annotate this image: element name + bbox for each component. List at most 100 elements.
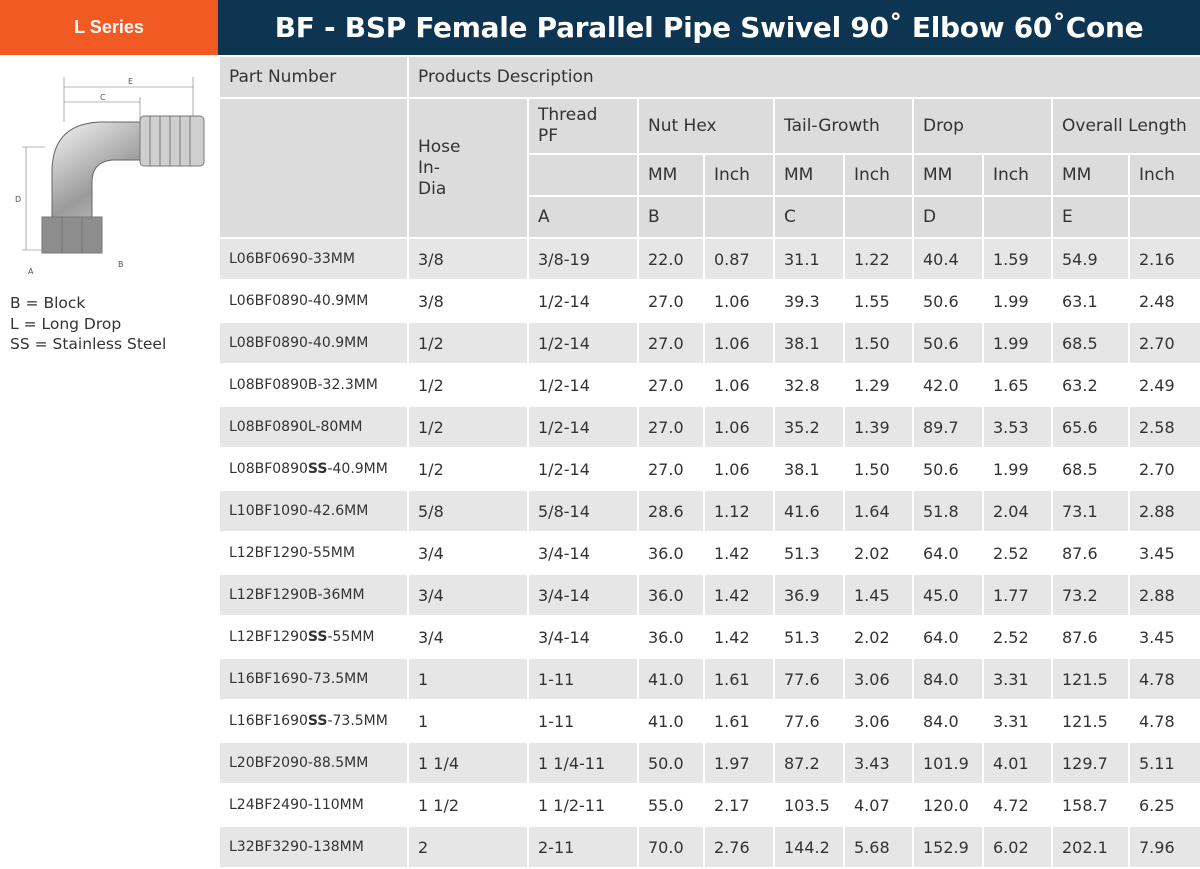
dim-label: E xyxy=(128,77,133,86)
header-cell: Hose In-Dia xyxy=(407,97,529,239)
table-cell: 2.52 xyxy=(982,531,1053,575)
table-cell: 73.1 xyxy=(1051,489,1130,533)
table-cell: 2.04 xyxy=(982,489,1053,533)
table-cell: 4.07 xyxy=(843,783,914,827)
table-cell: 27.0 xyxy=(637,447,705,491)
header-cell xyxy=(843,195,914,239)
table-cell: 5/8-14 xyxy=(527,489,639,533)
table-row: L12BF1290-55MM 3/4 3/4-14 36.0 1.42 51.3 2.02 6… xyxy=(218,531,1200,575)
table-row: L12BF1290B-36MM 3/4 3/4-14 36.0 1.42 36.9 1.45… xyxy=(218,573,1200,617)
header-cell: MM xyxy=(637,153,705,197)
table-cell: 3.43 xyxy=(843,741,914,785)
table-cell: 27.0 xyxy=(637,363,705,407)
table-row: L06BF0690-33MM 3/8 3/8-19 22.0 0.87 31.1 1.22 4… xyxy=(218,237,1200,281)
table-cell: 2.16 xyxy=(1127,237,1200,281)
part-number-cell: L08BF0890SS-40.9MM xyxy=(218,447,409,491)
table-cell: 32.8 xyxy=(773,363,845,407)
table-cell: 120.0 xyxy=(912,783,984,827)
table-cell: 64.0 xyxy=(912,531,984,575)
table-cell: 1/2 xyxy=(407,363,529,407)
table-cell: 38.1 xyxy=(773,447,845,491)
table-cell: 65.6 xyxy=(1051,405,1130,449)
table-cell: 36.0 xyxy=(637,615,705,659)
table-cell: 3/8-19 xyxy=(527,237,639,281)
header-cell xyxy=(982,195,1053,239)
table-cell: 3/4 xyxy=(407,531,529,575)
table-cell: 1-11 xyxy=(527,657,639,701)
table-cell: 54.9 xyxy=(1051,237,1130,281)
table-cell: 41.6 xyxy=(773,489,845,533)
table-cell: 36.0 xyxy=(637,573,705,617)
table-cell: 2.17 xyxy=(703,783,775,827)
table-cell: 1 xyxy=(407,657,529,701)
header-cell: Products Description xyxy=(406,55,1200,99)
table-cell: 1/2 xyxy=(407,405,529,449)
table-cell: 1.50 xyxy=(843,447,914,491)
table-cell: 1.50 xyxy=(843,321,914,365)
table-cell: 1.45 xyxy=(843,573,914,617)
table-cell: 2.58 xyxy=(1127,405,1200,449)
table-cell: 3/4-14 xyxy=(527,615,639,659)
part-number-cell: L12BF1290SS-55MM xyxy=(218,615,409,659)
table-cell: 51.8 xyxy=(912,489,984,533)
table-cell: 1.06 xyxy=(703,363,775,407)
table-cell: 3/4 xyxy=(407,573,529,617)
table-cell: 68.5 xyxy=(1051,447,1130,491)
table-body: L06BF0690-33MM 3/8 3/8-19 22.0 0.87 31.1 1.22 4… xyxy=(218,237,1200,869)
table-cell: 27.0 xyxy=(637,405,705,449)
table-cell: 6.25 xyxy=(1127,783,1200,827)
table-cell: 103.5 xyxy=(773,783,845,827)
table-cell: 68.5 xyxy=(1051,321,1130,365)
table-cell: 36.9 xyxy=(773,573,845,617)
table-cell: 1/2-14 xyxy=(527,405,639,449)
table-cell: 40.4 xyxy=(912,237,984,281)
table-cell: 1.06 xyxy=(703,321,775,365)
table-row: L06BF0890-40.9MM 3/8 1/2-14 27.0 1.06 39.3 1.5… xyxy=(218,279,1200,323)
header-cell: A xyxy=(527,195,639,239)
part-number-cell: L32BF3290-138MM xyxy=(218,825,409,869)
dim-label: B xyxy=(118,260,124,269)
header-cell: E xyxy=(1051,195,1130,239)
table-row: L24BF2490-110MM 1 1/2 1 1/2-11 55.0 2.17 103.… xyxy=(218,783,1200,827)
header-cell xyxy=(703,195,775,239)
table-cell: 1.42 xyxy=(703,531,775,575)
part-number-cell: L08BF0890-40.9MM xyxy=(218,321,409,365)
table-cell: 45.0 xyxy=(912,573,984,617)
table-cell: 63.1 xyxy=(1051,279,1130,323)
table-cell: 51.3 xyxy=(773,531,845,575)
table-cell: 36.0 xyxy=(637,531,705,575)
table-cell: 1/2 xyxy=(407,321,529,365)
table-cell: 51.3 xyxy=(773,615,845,659)
table-cell: 3.06 xyxy=(843,699,914,743)
table-cell: 1/2-14 xyxy=(527,279,639,323)
legend-item: SS = Stainless Steel xyxy=(10,335,167,353)
table-cell: 31.1 xyxy=(773,237,845,281)
table-cell: 87.2 xyxy=(773,741,845,785)
legend-item: L = Long Drop xyxy=(10,314,122,333)
table-cell: 0.87 xyxy=(703,237,775,281)
header-cell: Inch xyxy=(703,153,775,197)
table-cell: 1.59 xyxy=(982,237,1053,281)
table-cell: 1-11 xyxy=(527,699,639,743)
dim-label: A xyxy=(28,267,34,276)
table-cell: 3.45 xyxy=(1127,615,1200,659)
table-cell: 129.7 xyxy=(1051,741,1130,785)
table-row: L08BF0890SS-40.9MM 1/2 1/2-14 27.0 1.06 38.1 1… xyxy=(218,447,1200,491)
header-cell: Thread PF xyxy=(527,97,639,155)
table-cell: 3.31 xyxy=(982,699,1053,743)
table-header: Part Number Products Description Hose In… xyxy=(218,55,1200,239)
legend-item: B = Block xyxy=(10,294,86,312)
table-cell: 2.70 xyxy=(1127,321,1200,365)
table-cell: 3/4-14 xyxy=(527,573,639,617)
table-cell: 1/2-14 xyxy=(527,321,639,365)
table-cell: 4.78 xyxy=(1127,657,1200,701)
header-cell: Tail-Growth xyxy=(773,97,914,155)
table-cell: 3.45 xyxy=(1127,531,1200,575)
table-cell: 3/4-14 xyxy=(527,531,639,575)
table-cell: 84.0 xyxy=(912,699,984,743)
header-cell: MM xyxy=(912,153,984,197)
table-cell: 202.1 xyxy=(1051,825,1130,869)
table-cell: 84.0 xyxy=(912,657,984,701)
part-number-cell: L10BF1090-42.6MM xyxy=(218,489,409,533)
table-cell: 73.2 xyxy=(1051,573,1130,617)
